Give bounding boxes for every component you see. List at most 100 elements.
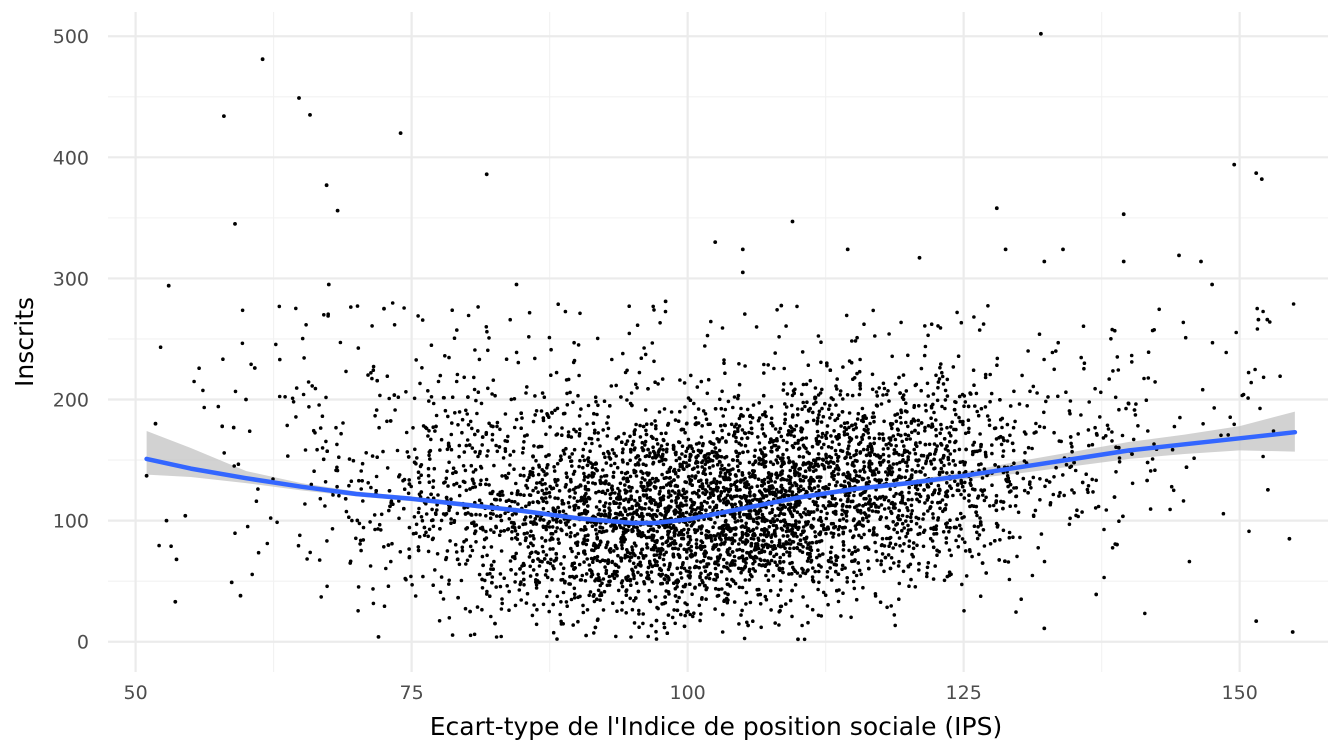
scatter-point <box>802 537 807 541</box>
scatter-point <box>869 502 874 507</box>
scatter-point <box>643 443 647 447</box>
scatter-point <box>642 533 646 538</box>
scatter-point <box>309 482 314 487</box>
scatter-point <box>898 544 902 548</box>
scatter-point <box>817 563 821 567</box>
scatter-point <box>744 512 748 517</box>
scatter-point <box>534 583 539 587</box>
scatter-point <box>758 592 763 597</box>
scatter-point <box>600 490 605 495</box>
scatter-point <box>625 578 630 582</box>
scatter-point <box>541 506 546 511</box>
scatter-point <box>1013 419 1017 424</box>
scatter-point <box>802 637 807 642</box>
scatter-point <box>612 461 617 466</box>
scatter-point <box>548 547 552 551</box>
scatter-point <box>853 339 858 343</box>
scatter-point <box>936 516 941 520</box>
scatter-point <box>678 543 683 547</box>
scatter-point <box>368 520 372 524</box>
scatter-point <box>603 559 607 563</box>
scatter-point <box>360 479 365 483</box>
scatter-point <box>815 475 820 480</box>
scatter-point <box>776 454 780 459</box>
scatter-point <box>752 493 757 497</box>
scatter-point <box>574 555 578 559</box>
scatter-point <box>515 537 520 542</box>
scatter-point <box>826 486 831 491</box>
scatter-point <box>559 619 563 624</box>
scatter-point <box>654 629 658 634</box>
scatter-point <box>614 383 618 388</box>
scatter-point <box>1035 391 1039 395</box>
scatter-point <box>778 559 782 564</box>
scatter-point <box>862 427 867 432</box>
scatter-point <box>857 442 861 446</box>
scatter-point <box>805 419 810 424</box>
scatter-point <box>636 589 641 594</box>
scatter-point <box>1212 406 1216 410</box>
scatter-point <box>755 484 760 489</box>
scatter-point <box>567 455 572 460</box>
scatter-point <box>498 513 503 518</box>
scatter-point <box>1096 504 1101 509</box>
scatter-point <box>524 504 528 509</box>
scatter-point <box>689 506 693 510</box>
scatter-point <box>1221 511 1226 516</box>
scatter-point <box>1072 491 1076 495</box>
scatter-point <box>969 477 973 482</box>
scatter-point <box>906 457 910 462</box>
scatter-point <box>631 551 635 555</box>
scatter-point <box>809 510 813 514</box>
scatter-point <box>841 543 846 547</box>
scatter-point <box>667 469 672 474</box>
scatter-point <box>740 548 745 553</box>
scatter-point <box>319 595 324 599</box>
scatter-point <box>745 436 750 440</box>
scatter-point <box>702 584 707 588</box>
scatter-point <box>840 512 844 517</box>
scatter-point <box>779 604 784 609</box>
scatter-point <box>810 540 815 545</box>
scatter-point <box>649 481 653 485</box>
scatter-point <box>880 432 885 436</box>
scatter-point <box>1011 448 1016 453</box>
scatter-point <box>906 528 911 532</box>
scatter-point <box>692 611 696 615</box>
scatter-point <box>582 502 586 506</box>
scatter-point <box>1015 471 1020 475</box>
scatter-point <box>558 612 562 617</box>
scatter-point <box>789 426 794 430</box>
scatter-point <box>684 480 689 485</box>
scatter-point <box>294 386 299 390</box>
scatter-point <box>800 550 805 554</box>
scatter-point <box>623 483 627 487</box>
scatter-point <box>661 462 666 467</box>
scatter-point <box>572 596 577 600</box>
scatter-point <box>786 433 790 437</box>
scatter-point <box>695 559 699 563</box>
scatter-point <box>850 499 855 504</box>
scatter-point <box>739 406 743 411</box>
scatter-point <box>669 493 673 498</box>
scatter-point <box>584 497 588 502</box>
scatter-point <box>747 578 752 582</box>
scatter-point <box>521 522 525 527</box>
scatter-point <box>822 442 826 447</box>
scatter-point <box>789 403 794 408</box>
scatter-point <box>539 409 544 413</box>
scatter-point <box>846 494 851 498</box>
scatter-point <box>1011 425 1016 430</box>
scatter-point <box>545 594 549 599</box>
scatter-point <box>788 486 792 490</box>
scatter-point <box>313 386 318 391</box>
scatter-point <box>697 494 701 499</box>
scatter-point <box>624 588 629 592</box>
scatter-point <box>657 547 661 551</box>
scatter-point <box>424 501 428 506</box>
scatter-point <box>858 451 862 455</box>
scatter-point <box>932 466 936 471</box>
scatter-point <box>361 525 366 530</box>
scatter-point <box>708 440 712 444</box>
scatter-point <box>677 456 682 460</box>
